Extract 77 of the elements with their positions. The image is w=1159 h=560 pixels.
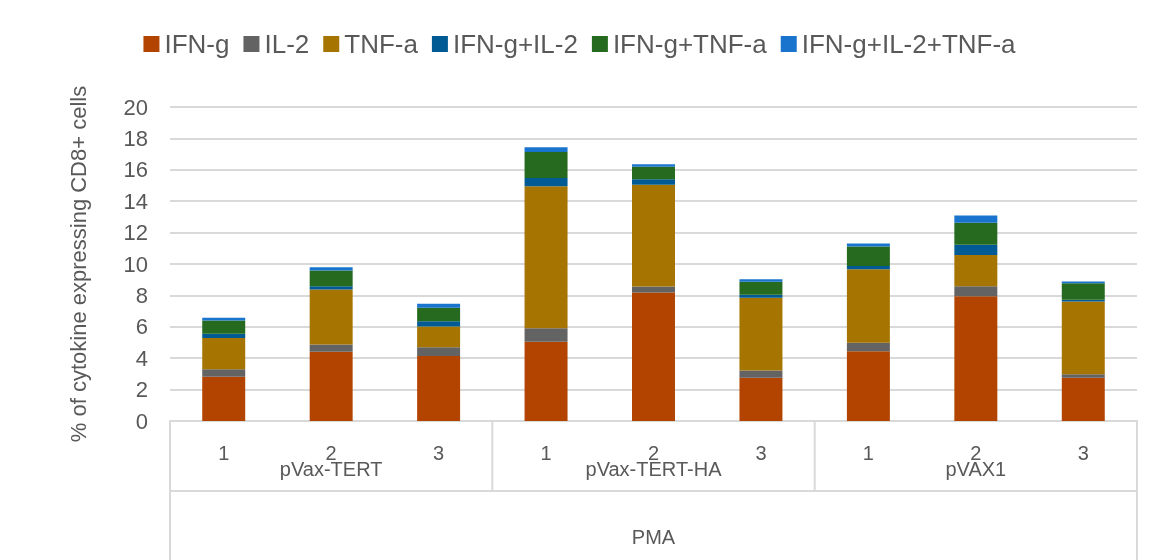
bar [846, 243, 890, 247]
bar [524, 151, 568, 178]
y-tick-label: 14 [123, 188, 148, 214]
bar [417, 326, 461, 348]
legend-label: IFN-g+TNF-a [612, 29, 768, 59]
bar [632, 286, 675, 293]
bar [1061, 301, 1105, 375]
bar [954, 296, 998, 421]
bar [524, 186, 568, 329]
bar [202, 337, 246, 370]
legend-label: IFN-g+IL-2 [452, 29, 578, 59]
bar [846, 269, 890, 343]
y-tick-label: 16 [123, 157, 148, 183]
bar [417, 347, 461, 356]
bar [202, 376, 246, 421]
y-tick-label: 12 [123, 220, 148, 246]
x-tick-label: 3 [1077, 442, 1089, 464]
y-tick-label: 10 [123, 251, 148, 277]
bar [202, 369, 246, 377]
bar [1061, 374, 1105, 378]
bar [202, 320, 246, 334]
bar [632, 292, 675, 421]
x-tick-label: 3 [433, 442, 445, 464]
y-tick-label: 0 [135, 408, 148, 434]
y-tick-label: 2 [135, 377, 148, 403]
bar [846, 246, 890, 266]
text: PMA [631, 526, 676, 548]
bar [417, 307, 461, 322]
bar [202, 317, 246, 321]
bar [524, 177, 568, 187]
bar [632, 179, 675, 185]
bar [309, 344, 353, 352]
bar [954, 286, 998, 297]
legend-label: IFN-g [164, 29, 230, 59]
bar [1061, 377, 1105, 421]
bar [739, 281, 783, 295]
bar [739, 377, 783, 421]
bar [739, 297, 783, 371]
bar [954, 222, 998, 245]
bar [846, 351, 890, 421]
bar [524, 328, 568, 342]
legend-label: TNF-a [344, 29, 419, 59]
x-tick-label: 3 [755, 442, 767, 464]
bar [524, 147, 568, 152]
bar [309, 270, 353, 287]
bar [309, 286, 353, 290]
y-tick-label: 8 [135, 282, 148, 308]
bar [739, 279, 783, 282]
bar [739, 294, 783, 298]
bar [309, 289, 353, 345]
x-tick-label: 1 [862, 442, 874, 464]
bar [739, 370, 783, 378]
bar [954, 254, 998, 287]
bar [632, 164, 675, 167]
y-axis-title: % of cytokine expressing CD8+ cells [65, 85, 91, 443]
bar [632, 184, 675, 287]
x-tick-label: 1 [218, 442, 230, 464]
bar [954, 244, 998, 255]
bar [1061, 283, 1105, 300]
bar [417, 321, 461, 327]
bar [309, 351, 353, 421]
legend-label: IFN-g+IL-2+TNF-a [801, 29, 1017, 59]
bar [632, 166, 675, 180]
bar [417, 356, 461, 421]
bar [846, 342, 890, 352]
bar [954, 215, 998, 223]
y-tick-label: 4 [135, 345, 148, 371]
bar [202, 333, 246, 338]
y-tick-label: 18 [123, 125, 148, 151]
bar [846, 265, 890, 270]
bar [417, 303, 461, 308]
legend-label: IL-2 [264, 29, 310, 59]
bar [309, 267, 353, 271]
y-tick-label: 20 [123, 94, 148, 120]
bar [524, 341, 568, 421]
y-tick-label: 6 [135, 314, 148, 340]
x-tick-label: 1 [540, 442, 552, 464]
